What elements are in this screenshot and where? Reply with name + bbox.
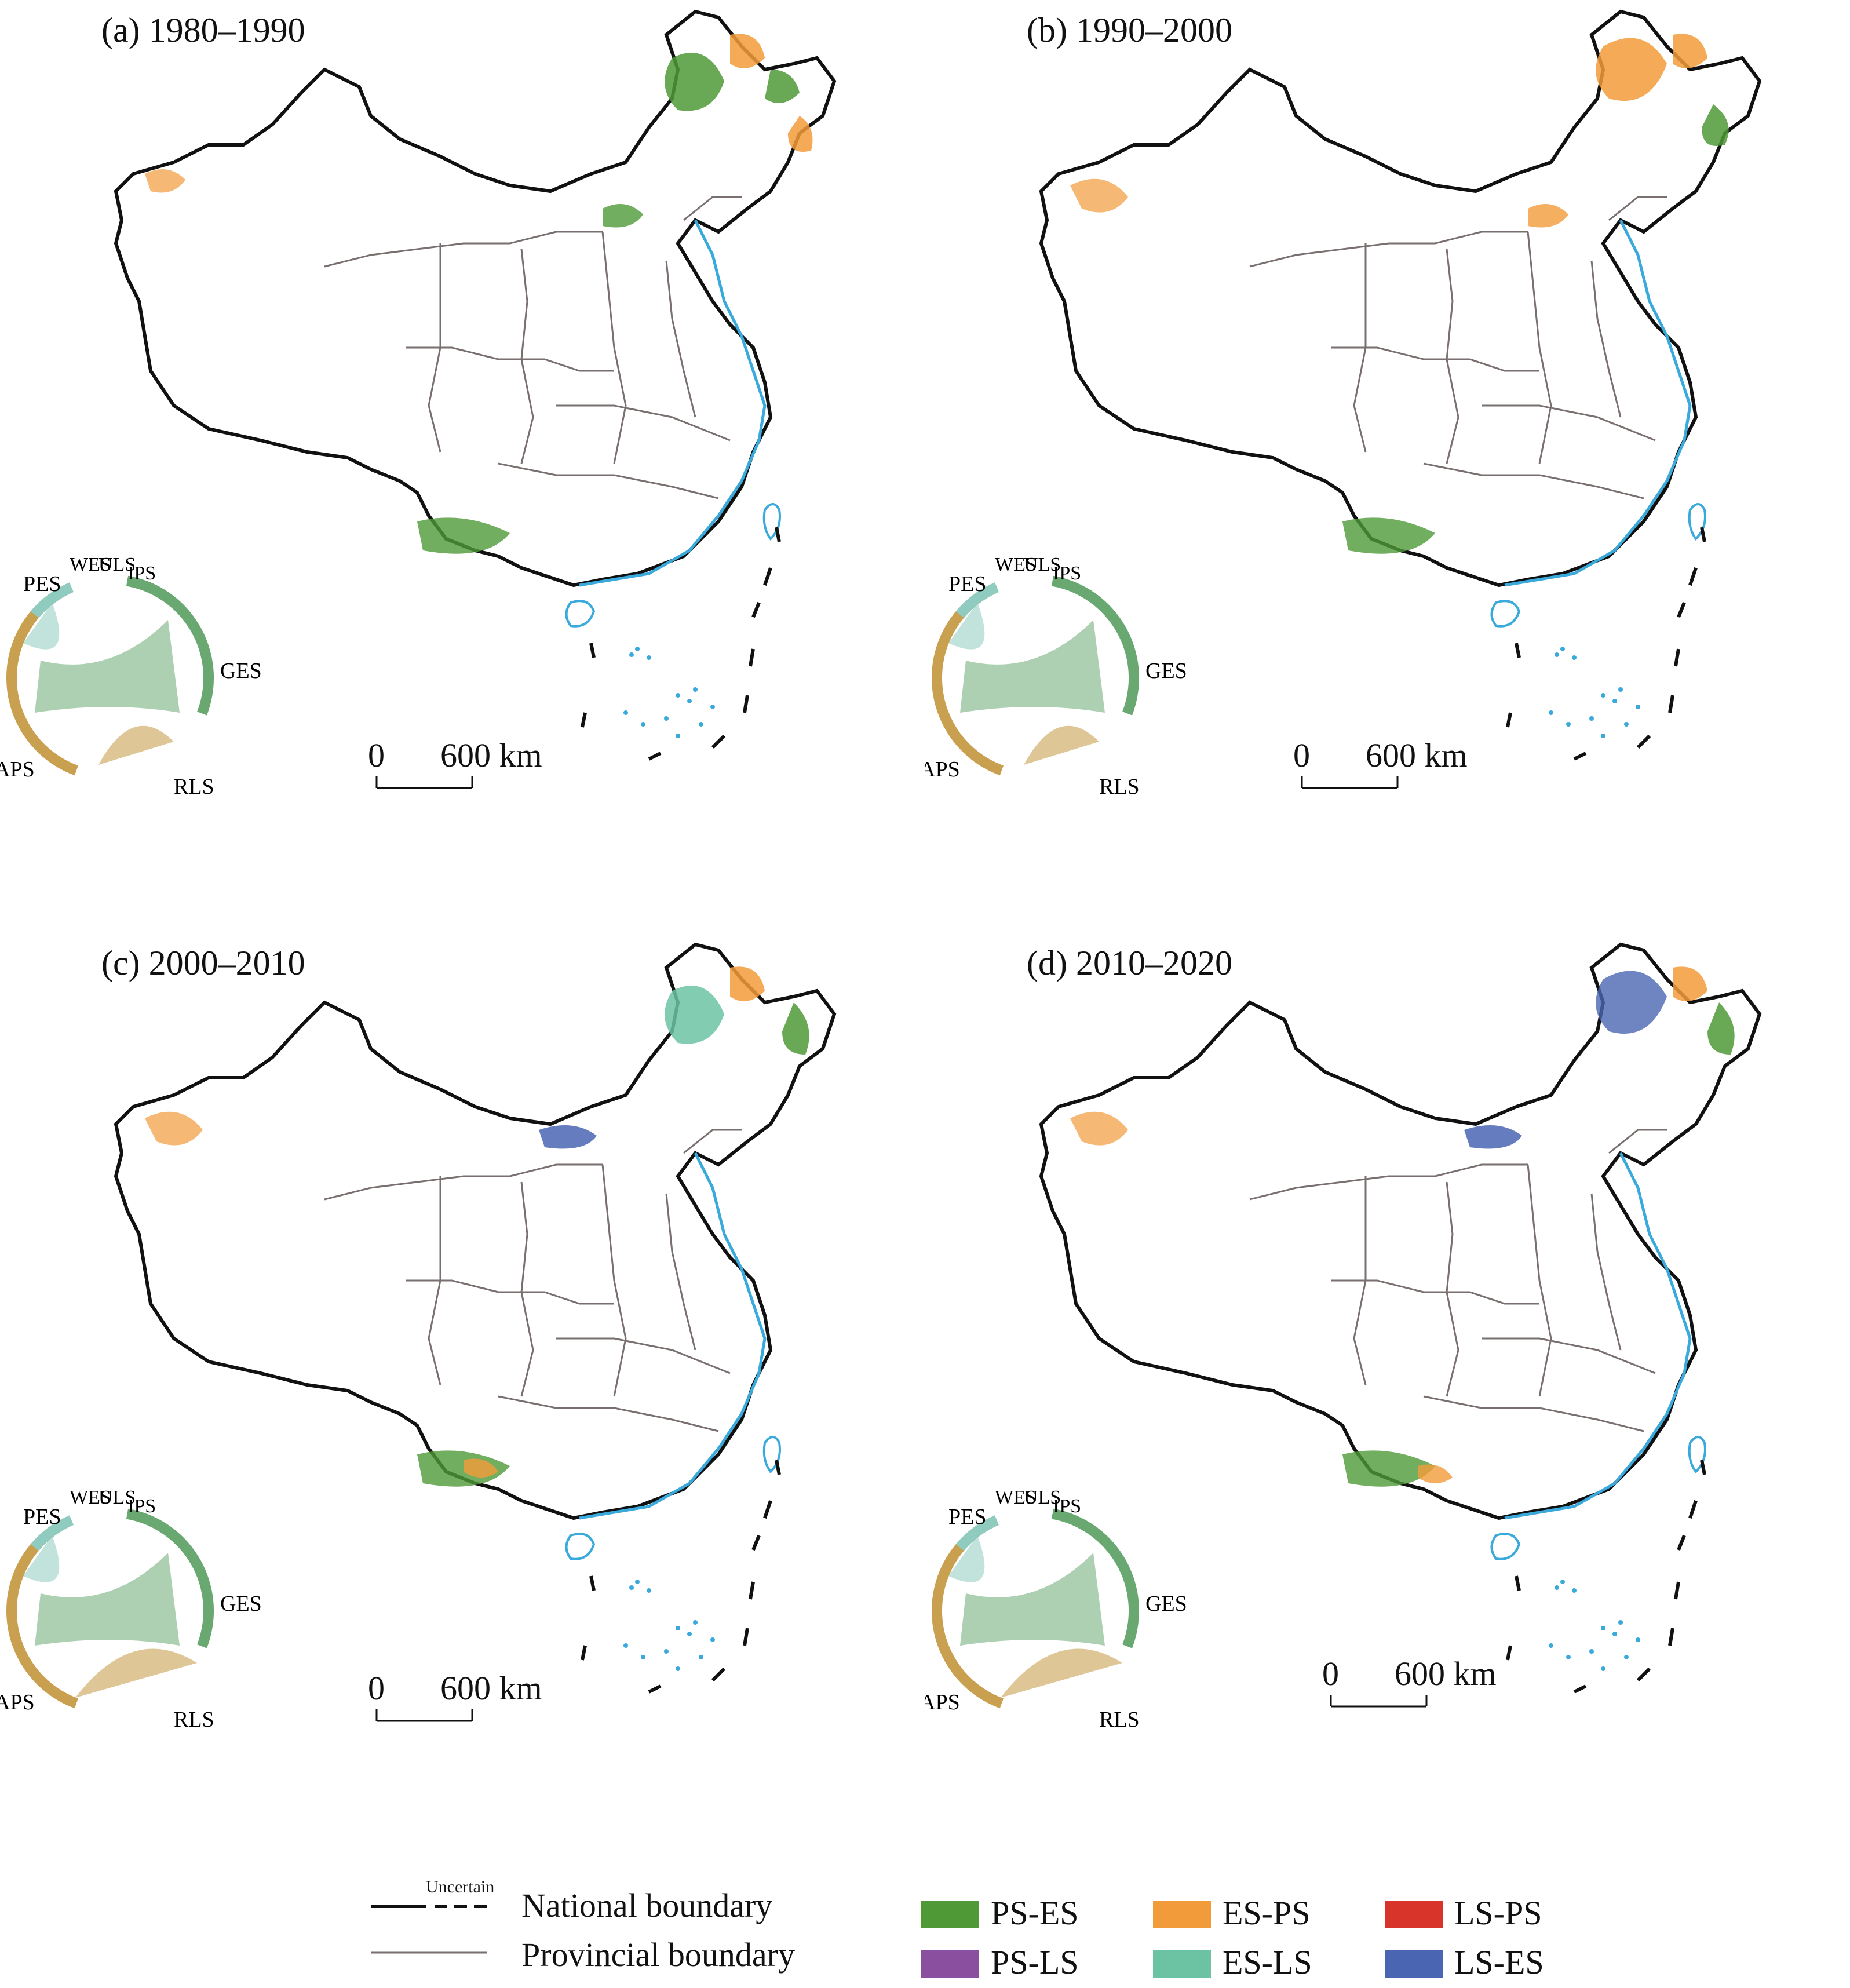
legend-label-ps-es: PS-ES: [991, 1894, 1079, 1932]
chord-label-wes: WES: [70, 554, 111, 575]
map: PES WES ULS IPS GES APS RLS: [0, 0, 925, 799]
legend-line-samples: [371, 1905, 487, 1954]
chord-label-ips: IPS: [1053, 1495, 1081, 1517]
chord-label-uls: ULS: [1024, 1487, 1061, 1508]
chord-label-ges: GES: [220, 1592, 262, 1616]
legend-uncertain: Uncertain: [426, 1877, 495, 1896]
legend-national: National boundary: [521, 1887, 773, 1924]
scale-zero: 0: [368, 1669, 385, 1707]
panel-b: (b) 1990–2000 PES WES ULS IPS GES APS RL…: [925, 0, 1850, 927]
legend-label-ps-ls: PS-LS: [991, 1943, 1079, 1981]
land-change-patches: [1070, 966, 1735, 1487]
legend-label-es-ls: ES-LS: [1223, 1943, 1312, 1981]
chord-label-wes: WES: [995, 1487, 1037, 1508]
scale-zero: 0: [1322, 1655, 1339, 1692]
chord-label-rls: RLS: [174, 775, 214, 799]
chord-label-ges: GES: [1145, 1592, 1187, 1616]
legend-swatch-ps-ls: [921, 1950, 979, 1978]
chord-label-rls: RLS: [1099, 775, 1140, 799]
chord-label-ges: GES: [1145, 659, 1187, 683]
scale-distance: 600 km: [440, 1669, 542, 1707]
legend: Uncertain National boundary Provincial b…: [0, 1866, 1850, 1988]
legend-provincial: Provincial boundary: [521, 1936, 795, 1974]
chord-label-ges: GES: [220, 659, 262, 683]
chord-label-uls: ULS: [98, 554, 136, 575]
land-change-patches: [1070, 34, 1729, 554]
legend-swatch-es-ls: [1153, 1950, 1211, 1978]
legend-swatch-ps-es: [921, 1901, 979, 1928]
chord-diagram: PES WES ULS IPS GES APS RLS: [0, 554, 262, 799]
map: PES WES ULS IPS GES APS RLS: [925, 933, 1850, 1732]
chord-label-pes: PES: [23, 572, 61, 596]
chord-label-uls: ULS: [1024, 554, 1061, 575]
legend-label-ls-ps: LS-PS: [1454, 1894, 1542, 1932]
panel-title: (c) 2000–2010: [101, 944, 305, 982]
chord-label-wes: WES: [995, 554, 1037, 575]
chord-label-pes: PES: [23, 1505, 61, 1529]
chord-label-pes: PES: [948, 1505, 986, 1529]
panel-c: (c) 2000–2010 PES WES ULS IPS GES APS RL…: [0, 933, 925, 1860]
chord-label-uls: ULS: [98, 1487, 136, 1508]
legend-swatch-ls-es: [1385, 1950, 1443, 1978]
land-change-patches: [145, 34, 813, 554]
chord-label-wes: WES: [70, 1487, 111, 1508]
panel-a: (a) 1980–1990 PES WES ULS IPS GES APS RL…: [0, 0, 925, 927]
chord-label-aps: APS: [925, 1690, 960, 1715]
map: PES WES ULS IPS GES APS RLS: [925, 0, 1850, 799]
land-change-patches: [145, 966, 809, 1487]
chord-label-ips: IPS: [127, 1495, 156, 1517]
chord-diagram: PES WES ULS IPS GES APS RLS: [925, 1487, 1187, 1732]
legend-swatch-es-ps: [1153, 1901, 1211, 1928]
chord-diagram: PES WES ULS IPS GES APS RLS: [925, 554, 1187, 799]
legend-swatch-ls-ps: [1385, 1901, 1443, 1928]
scale-distance: 600 km: [1366, 736, 1468, 774]
chord-diagram: PES WES ULS IPS GES APS RLS: [0, 1487, 262, 1732]
scale-zero: 0: [368, 736, 385, 774]
chord-label-rls: RLS: [174, 1708, 214, 1732]
chord-label-aps: APS: [0, 1690, 35, 1715]
legend-label-es-ps: ES-PS: [1223, 1894, 1311, 1932]
chord-label-pes: PES: [948, 572, 986, 596]
panel-d: (d) 2010–2020 PES WES ULS IPS GES APS RL…: [925, 933, 1850, 1860]
chord-label-aps: APS: [925, 757, 960, 782]
legend-label-ls-es: LS-ES: [1454, 1943, 1544, 1981]
panel-title: (a) 1980–1990: [101, 11, 305, 49]
scale-zero: 0: [1293, 736, 1310, 774]
scale-distance: 600 km: [1395, 1655, 1497, 1692]
chord-label-aps: APS: [0, 757, 35, 782]
panel-title: (d) 2010–2020: [1027, 944, 1232, 982]
panel-title: (b) 1990–2000: [1027, 11, 1232, 49]
chord-label-ips: IPS: [127, 563, 156, 584]
chord-label-rls: RLS: [1099, 1708, 1140, 1732]
scale-distance: 600 km: [440, 736, 542, 774]
map: PES WES ULS IPS GES APS RLS: [0, 933, 925, 1732]
chord-label-ips: IPS: [1053, 563, 1081, 584]
